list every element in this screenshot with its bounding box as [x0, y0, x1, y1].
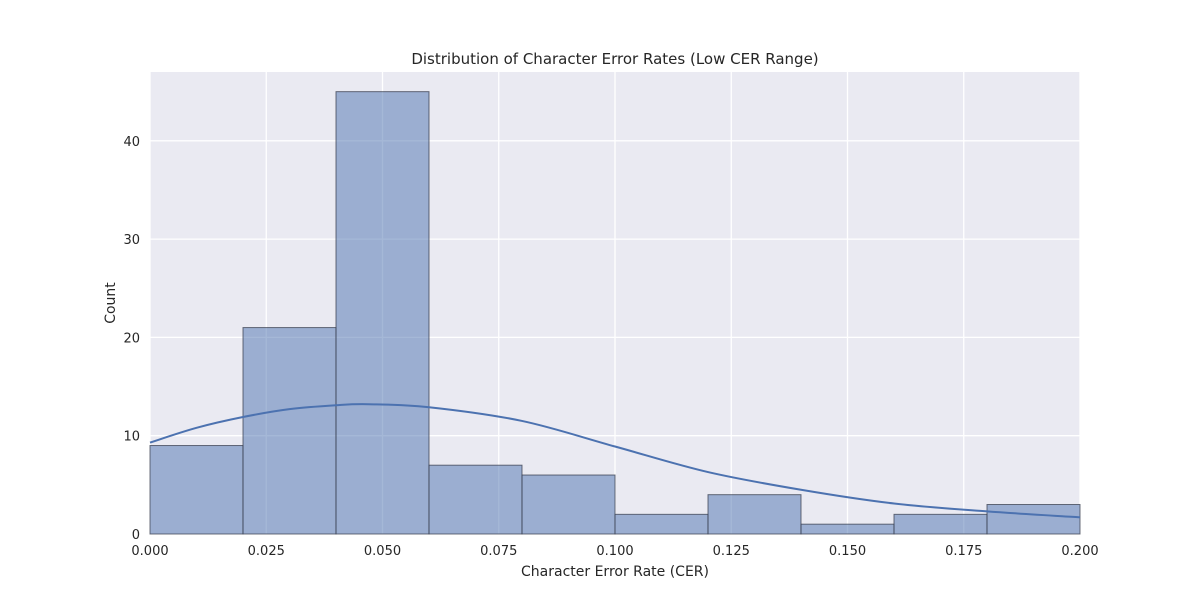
histogram-bar: [335, 91, 430, 535]
x-tick-label: 0.025: [248, 544, 285, 559]
x-tick-label: 0.075: [480, 544, 517, 559]
x-tick-label: 0.050: [364, 544, 401, 559]
histogram-bar: [986, 504, 1081, 535]
histogram-bar: [893, 513, 988, 535]
y-axis-label: Count: [103, 282, 119, 324]
kde-curve: [149, 403, 1081, 519]
y-tick-label: 20: [123, 331, 140, 346]
histogram-bar: [149, 445, 244, 535]
histogram-bars: [149, 91, 1081, 535]
x-tick-label: 0.100: [596, 544, 633, 559]
histogram-bar: [428, 464, 523, 535]
x-tick-label: 0.000: [131, 544, 168, 559]
y-tick-label: 10: [123, 430, 140, 445]
histogram-bar: [521, 474, 616, 535]
x-tick-label: 0.125: [713, 544, 750, 559]
x-axis-label: Character Error Rate (CER): [521, 564, 709, 580]
chart-title: Distribution of Character Error Rates (L…: [411, 50, 818, 68]
histogram-bar: [614, 513, 709, 535]
y-tick-label: 40: [123, 135, 140, 150]
kde-curve-layer: [149, 403, 1081, 519]
x-tick-label: 0.200: [1061, 544, 1098, 559]
histogram-bar: [707, 494, 802, 535]
y-tick-label: 0: [132, 528, 140, 543]
histogram-bar: [800, 523, 895, 535]
tick-labels: 0.000 0.025 0.050 0.075 0.100 0.125 0.150 0.175…: [123, 135, 1098, 559]
y-tick-label: 30: [123, 233, 140, 248]
x-tick-label: 0.175: [945, 544, 982, 559]
histogram-bar: [242, 327, 337, 535]
x-tick-label: 0.150: [829, 544, 866, 559]
